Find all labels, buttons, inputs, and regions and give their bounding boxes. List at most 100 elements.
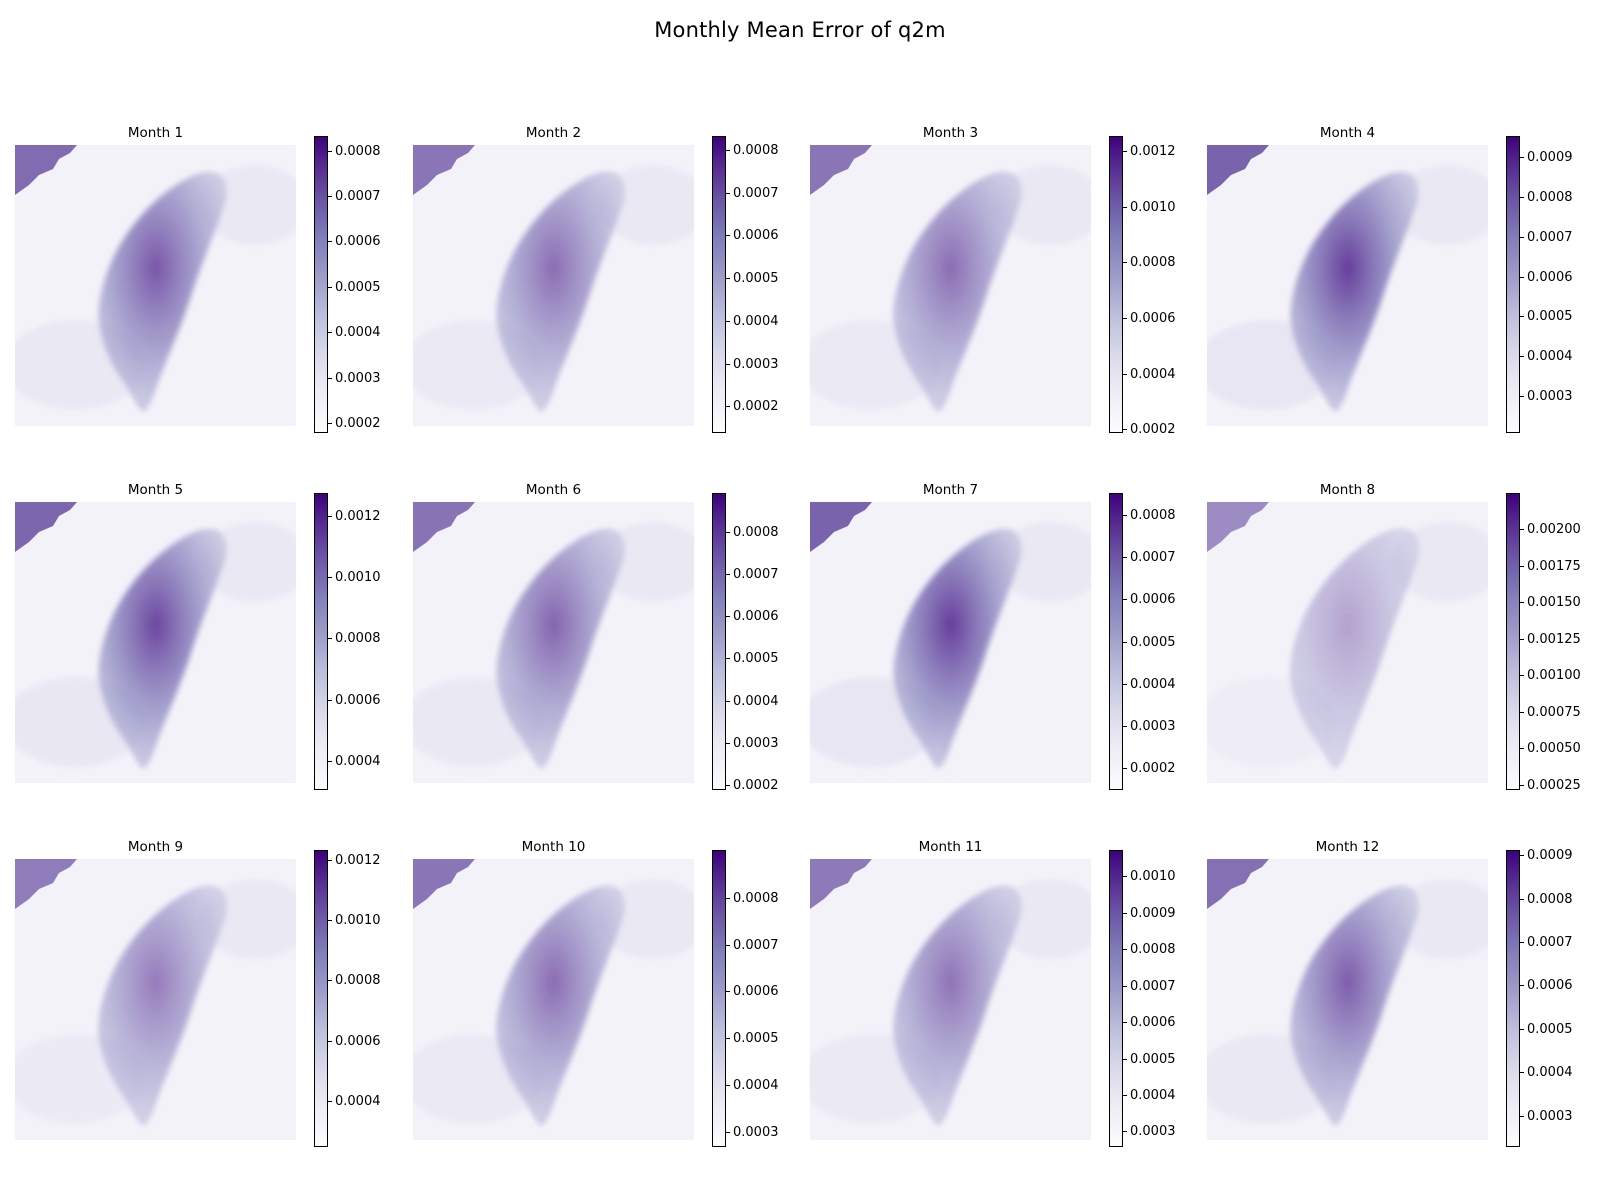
colorbar-tick <box>1520 602 1524 604</box>
colorbar-tick <box>1520 565 1524 567</box>
colorbar-tick <box>1520 1072 1524 1074</box>
colorbar-tick <box>1520 784 1524 786</box>
colorbar-tick-label: 0.0008 <box>335 143 381 159</box>
colorbar-tick-label: 0.0004 <box>1527 349 1573 365</box>
colorbar-tick-label: 0.0008 <box>1130 942 1176 958</box>
colorbar-tick-label: 0.0010 <box>335 913 381 929</box>
colorbar-tick-label: 0.0004 <box>335 325 381 341</box>
colorbar-tick-label: 0.0005 <box>733 651 779 667</box>
colorbar-tick-label: 0.0006 <box>1130 1015 1176 1031</box>
colorbar-tick <box>328 196 332 197</box>
colorbar-tick-label: 0.00150 <box>1527 595 1581 611</box>
heatmap-image <box>413 502 694 783</box>
colorbar-tick <box>726 991 730 993</box>
colorbar-tick <box>328 576 332 578</box>
colorbar-tick-label: 0.00125 <box>1527 631 1581 647</box>
colorbar: 0.0003 0.0004 0.0005 0.0006 0.0007 0.0008 0.00… <box>1506 136 1573 433</box>
colorbar-tick <box>1123 373 1127 375</box>
colorbar-tick <box>726 320 730 322</box>
colorbar-tick-label: 0.0008 <box>1527 891 1573 907</box>
colorbar-tick <box>1123 1058 1127 1060</box>
colorbar-tick <box>1520 748 1524 750</box>
colorbar-tick-label: 0.0006 <box>733 984 779 1000</box>
colorbar-tick <box>1520 1115 1524 1117</box>
colorbar-tick-label: 0.0006 <box>733 609 779 625</box>
colorbar-tick-label: 0.0012 <box>335 508 381 524</box>
colorbar-tick-label: 0.0006 <box>335 692 381 708</box>
panel-title: Month 7 <box>922 482 979 498</box>
colorbar-tick <box>1520 316 1524 318</box>
colorbar-tick <box>328 980 332 982</box>
colorbar-tick <box>726 784 730 786</box>
colorbar-tick <box>726 149 730 151</box>
colorbar-tick <box>1520 711 1524 713</box>
colorbar-tick-label: 0.0004 <box>335 1093 381 1109</box>
colorbar: 0.0002 0.0003 0.0004 0.0005 0.0006 0.0007 0.00… <box>712 136 779 433</box>
heatmap-image <box>15 502 296 783</box>
colorbar-tick-label: 0.0002 <box>1130 422 1176 438</box>
colorbar-tick <box>1520 855 1524 857</box>
colorbar-tick <box>726 700 730 702</box>
panel-title: Month 6 <box>525 482 582 498</box>
colorbar-tick <box>1520 898 1524 900</box>
colorbar-tick <box>1520 276 1524 278</box>
colorbar-tick-label: 0.0010 <box>1130 199 1176 215</box>
colorbar-tick <box>726 574 730 576</box>
colorbar-tick <box>1123 1022 1127 1024</box>
colorbar-tick <box>328 422 332 424</box>
colorbar-tick <box>726 406 730 408</box>
colorbar-tick <box>1520 196 1524 198</box>
colorbar-tick <box>1123 641 1127 643</box>
colorbar: 0.0002 0.0003 0.0004 0.0005 0.0006 0.0007 0.00… <box>712 493 779 792</box>
colorbar-tick <box>328 241 332 243</box>
colorbar-tick <box>1520 1028 1524 1030</box>
panel-title: Month 1 <box>127 125 184 141</box>
panel-title: Month 12 <box>1315 839 1380 855</box>
colorbar-tick-label: 0.0002 <box>733 777 779 793</box>
colorbar-tick-label: 0.0003 <box>1527 389 1573 405</box>
colorbar-tick <box>328 761 332 763</box>
colorbar-tick <box>1520 236 1524 238</box>
colorbar-tick <box>1123 515 1127 517</box>
colorbar-tick <box>1520 396 1524 398</box>
colorbar-tick-label: 0.0009 <box>1527 149 1573 165</box>
colorbar-tick-label: 0.0004 <box>1130 366 1176 382</box>
colorbar-tick <box>328 699 332 701</box>
colorbar-tick <box>328 332 332 334</box>
panel-title: Month 3 <box>922 125 979 141</box>
heatmap-image <box>1207 502 1488 783</box>
colorbar-tick-label: 0.0004 <box>733 313 779 329</box>
colorbar-tick <box>1520 985 1524 987</box>
colorbar-tick <box>1123 429 1127 431</box>
colorbar-tick-label: 0.00200 <box>1527 522 1581 538</box>
colorbar-tick <box>328 286 332 288</box>
colorbar-tick <box>328 150 332 152</box>
colorbar-tick <box>1123 317 1127 319</box>
colorbar-tick-label: 0.0005 <box>1527 1021 1573 1037</box>
panel-title: Month 9 <box>127 839 184 855</box>
colorbar-tick <box>1520 675 1524 677</box>
colorbar-tick-label: 0.0002 <box>1130 760 1176 776</box>
colorbar: 0.0003 0.0004 0.0005 0.0006 0.0007 0.0008 0.00… <box>1506 849 1573 1147</box>
colorbar-tick <box>1123 1095 1127 1096</box>
colorbar-tick <box>1123 912 1127 914</box>
colorbar-tick <box>328 920 332 922</box>
colorbar-tick <box>1123 1131 1127 1133</box>
colorbar-tick <box>726 1131 730 1133</box>
colorbar-tick-label: 0.0003 <box>1130 1124 1176 1140</box>
colorbar-tick <box>1520 638 1524 640</box>
heatmap-image <box>15 859 296 1140</box>
colorbar-tick-label: 0.0008 <box>335 973 381 989</box>
colorbar-tick-label: 0.0007 <box>733 937 779 953</box>
colorbar-tick-label: 0.0005 <box>733 1031 779 1047</box>
colorbar-tick-label: 0.0009 <box>1130 905 1176 921</box>
heatmap-image <box>413 145 694 426</box>
colorbar-tick <box>1123 150 1127 152</box>
colorbar-tick-label: 0.0008 <box>335 631 381 647</box>
panel-title: Month 5 <box>127 482 184 498</box>
colorbar-tick-label: 0.0007 <box>733 185 779 201</box>
panel-title: Month 4 <box>1319 125 1376 141</box>
colorbar-tick-label: 0.0008 <box>1130 508 1176 524</box>
panel-title: Month 8 <box>1319 482 1376 498</box>
